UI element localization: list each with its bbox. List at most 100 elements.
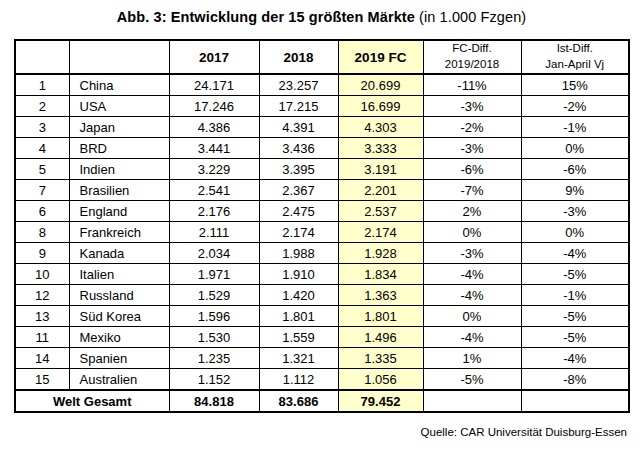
total-ist-diff	[521, 390, 629, 412]
header-2018: 2018	[259, 40, 338, 74]
cell-fc-diff: 2%	[423, 201, 521, 222]
cell-ist-diff: -5%	[521, 264, 629, 285]
cell-2017: 24.171	[169, 74, 259, 96]
cell-2017: 1.530	[169, 327, 259, 348]
cell-country: Brasilien	[69, 180, 169, 201]
cell-2017: 3.229	[169, 159, 259, 180]
table-row: 8 Frankreich 2.111 2.174 2.174 0% 0%	[15, 222, 629, 243]
cell-rank: 2	[15, 96, 69, 117]
header-fc-diff-line1: FC-Diff.	[424, 41, 521, 57]
cell-country: Süd Korea	[69, 306, 169, 327]
cell-2019-fc: 1.801	[338, 306, 423, 327]
cell-2019-fc: 3.333	[338, 138, 423, 159]
cell-ist-diff: -1%	[521, 117, 629, 138]
cell-2017: 2.176	[169, 201, 259, 222]
cell-rank: 6	[15, 201, 69, 222]
cell-fc-diff: -6%	[423, 159, 521, 180]
cell-fc-diff: 0%	[423, 306, 521, 327]
cell-2019-fc: 16.699	[338, 96, 423, 117]
cell-2019-fc: 2.201	[338, 180, 423, 201]
cell-fc-diff: -5%	[423, 369, 521, 391]
cell-ist-diff: 0%	[521, 138, 629, 159]
cell-fc-diff: -4%	[423, 327, 521, 348]
cell-2017: 2.034	[169, 243, 259, 264]
cell-rank: 3	[15, 117, 69, 138]
cell-country: Indien	[69, 159, 169, 180]
cell-2018: 1.420	[259, 285, 338, 306]
cell-2019-fc: 1.335	[338, 348, 423, 369]
cell-rank: 14	[15, 348, 69, 369]
header-row: 2017 2018 2019 FC FC-Diff. 2019/2018 Ist…	[15, 40, 629, 74]
cell-rank: 1	[15, 74, 69, 96]
cell-2019-fc: 1.834	[338, 264, 423, 285]
cell-2019-fc: 4.303	[338, 117, 423, 138]
cell-2019-fc: 2.537	[338, 201, 423, 222]
total-label: Welt Gesamt	[15, 390, 169, 412]
cell-2018: 3.436	[259, 138, 338, 159]
cell-2019-fc: 20.699	[338, 74, 423, 96]
cell-ist-diff: -1%	[521, 285, 629, 306]
table-row: 13 Süd Korea 1.596 1.801 1.801 0% -5%	[15, 306, 629, 327]
cell-fc-diff: -3%	[423, 96, 521, 117]
cell-2017: 1.152	[169, 369, 259, 391]
total-fc-diff	[423, 390, 521, 412]
cell-fc-diff: 1%	[423, 348, 521, 369]
cell-2018: 1.801	[259, 306, 338, 327]
cell-2017: 3.441	[169, 138, 259, 159]
cell-2017: 4.386	[169, 117, 259, 138]
cell-2018: 1.321	[259, 348, 338, 369]
cell-2019-fc: 2.174	[338, 222, 423, 243]
cell-ist-diff: 0%	[521, 222, 629, 243]
cell-fc-diff: -11%	[423, 74, 521, 96]
cell-2017: 1.596	[169, 306, 259, 327]
table-row: 15 Australien 1.152 1.112 1.056 -5% -8%	[15, 369, 629, 391]
title-bold-text: Abb. 3: Entwicklung der 15 größten Märkt…	[117, 9, 415, 25]
source-note: Quelle: CAR Universität Duisburg-Essen	[0, 426, 627, 438]
cell-2017: 1.529	[169, 285, 259, 306]
cell-2018: 2.475	[259, 201, 338, 222]
cell-2019-fc: 1.496	[338, 327, 423, 348]
table-row: 10 Italien 1.971 1.910 1.834 -4% -5%	[15, 264, 629, 285]
cell-2017: 2.541	[169, 180, 259, 201]
cell-2018: 1.910	[259, 264, 338, 285]
cell-country: BRD	[69, 138, 169, 159]
cell-rank: 5	[15, 159, 69, 180]
table-row: 5 Indien 3.229 3.395 3.191 -6% -6%	[15, 159, 629, 180]
header-2019-fc: 2019 FC	[338, 40, 423, 74]
cell-fc-diff: -4%	[423, 264, 521, 285]
table-row: 1 China 24.171 23.257 20.699 -11% 15%	[15, 74, 629, 96]
cell-rank: 4	[15, 138, 69, 159]
table-row: 14 Spanien 1.235 1.321 1.335 1% -4%	[15, 348, 629, 369]
cell-rank: 8	[15, 222, 69, 243]
cell-fc-diff: -3%	[423, 243, 521, 264]
cell-2018: 1.988	[259, 243, 338, 264]
cell-ist-diff: 15%	[521, 74, 629, 96]
cell-country: USA	[69, 96, 169, 117]
total-row: Welt Gesamt 84.818 83.686 79.452	[15, 390, 629, 412]
cell-2017: 17.246	[169, 96, 259, 117]
cell-2017: 2.111	[169, 222, 259, 243]
total-2018: 83.686	[259, 390, 338, 412]
cell-rank: 9	[15, 243, 69, 264]
cell-ist-diff: -4%	[521, 243, 629, 264]
total-2017: 84.818	[169, 390, 259, 412]
header-rank	[15, 40, 69, 74]
cell-fc-diff: -3%	[423, 138, 521, 159]
cell-rank: 11	[15, 327, 69, 348]
cell-2019-fc: 1.056	[338, 369, 423, 391]
cell-2019-fc: 3.191	[338, 159, 423, 180]
table-row: 12 Russland 1.529 1.420 1.363 -4% -1%	[15, 285, 629, 306]
cell-fc-diff: 0%	[423, 222, 521, 243]
cell-country: Italien	[69, 264, 169, 285]
cell-2018: 2.174	[259, 222, 338, 243]
title-units-text: (in 1.000 Fzgen)	[415, 9, 526, 25]
cell-2018: 1.112	[259, 369, 338, 391]
cell-rank: 15	[15, 369, 69, 391]
cell-2018: 4.391	[259, 117, 338, 138]
cell-2018: 3.395	[259, 159, 338, 180]
cell-fc-diff: -2%	[423, 117, 521, 138]
cell-country: Spanien	[69, 348, 169, 369]
cell-country: China	[69, 74, 169, 96]
cell-country: England	[69, 201, 169, 222]
cell-ist-diff: -3%	[521, 201, 629, 222]
